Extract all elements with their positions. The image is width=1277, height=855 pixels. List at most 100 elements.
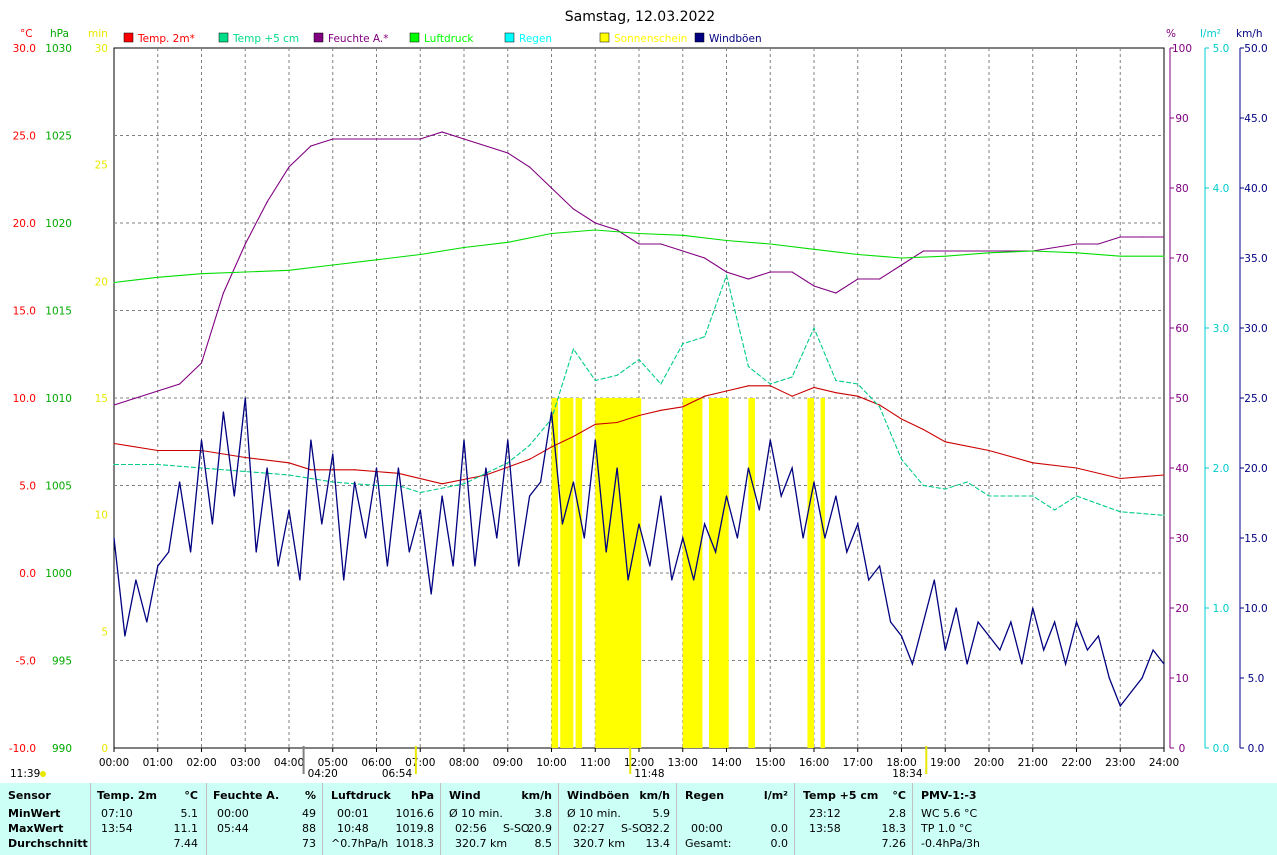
data-point-feuchte-a	[791, 271, 793, 273]
data-point-temp-2m	[1032, 462, 1034, 464]
data-point-windb-en	[879, 565, 881, 567]
rain-max-value: 0.0	[770, 822, 789, 835]
data-point-feuchte-a	[463, 138, 465, 140]
data-point-feuchte-a	[550, 187, 553, 189]
x-tick-label: 01:00	[143, 757, 173, 769]
data-point-windb-en	[725, 495, 728, 497]
data-point-feuchte-a	[1097, 243, 1099, 245]
data-point-windb-en	[594, 439, 596, 441]
data-point-luftdruck	[638, 232, 640, 235]
legend-label: Windböen	[709, 33, 762, 45]
data-point-windb-en	[966, 663, 968, 665]
humidity-tick-label: 90	[1175, 113, 1188, 125]
data-point-windb-en	[649, 565, 651, 567]
rain-total-label: Gesamt:	[685, 837, 732, 850]
x-tick-label: 24:00	[1149, 757, 1179, 769]
x-tick-label: 11:00	[580, 757, 610, 769]
legend: Temp. 2m* Temp +5 cm Feuchte A.* Luftdruck R…	[123, 32, 762, 45]
data-point-feuchte-a	[835, 292, 837, 294]
pressure-tick-label: 1005	[45, 481, 72, 493]
stats-col-temp5cm: Temp +5 cm °C 23:12 2.8 13:58 18.3 7.26	[794, 783, 912, 855]
pressure-tick-label: 1010	[45, 393, 72, 405]
data-point-windb-en	[1119, 705, 1121, 707]
legend-swatch	[504, 32, 515, 43]
data-point-windb-en	[638, 523, 640, 525]
wind-min-label: Ø 10 min.	[449, 807, 503, 820]
t5-min-time: 23:12	[809, 807, 841, 820]
data-point-temp-2m	[791, 395, 793, 397]
data-point-feuchte-a	[616, 229, 618, 231]
data-point-windb-en	[922, 621, 924, 623]
x-tick-label: 18:00	[886, 757, 916, 769]
data-point-windb-en	[835, 495, 837, 497]
wind-axis-unit: km/h	[1236, 28, 1263, 40]
data-point-temp-5-cm	[397, 484, 399, 487]
rain-axis-unit: l/m²	[1200, 28, 1221, 40]
data-point-windb-en	[113, 537, 115, 539]
data-point-temp-5-cm	[1054, 509, 1056, 511]
rain-total-value: 0.0	[770, 837, 789, 850]
stats-header-rain: Regen	[685, 789, 725, 802]
data-point-windb-en	[813, 481, 815, 483]
data-point-temp-5-cm	[157, 463, 159, 466]
data-point-windb-en	[944, 649, 946, 651]
legend-swatch	[218, 32, 229, 43]
data-point-feuchte-a	[529, 166, 531, 168]
wind-max-direction: S-SO	[503, 822, 530, 835]
legend-label: Regen	[519, 33, 552, 45]
data-point-luftdruck	[813, 248, 815, 250]
sunset-label: 18:34	[892, 768, 923, 780]
moon-icon	[40, 771, 46, 777]
x-tick-label: 22:00	[1061, 757, 1091, 769]
data-point-temp-5-cm	[813, 327, 815, 329]
press-min-value: 1016.6	[395, 807, 435, 820]
data-point-windb-en	[1163, 663, 1165, 665]
data-point-windb-en	[572, 481, 574, 483]
data-point-temp-2m	[1075, 467, 1078, 469]
data-point-windb-en	[988, 635, 990, 637]
data-point-feuchte-a	[879, 278, 881, 280]
data-point-temp-5-cm	[244, 470, 246, 473]
pressure-axis-unit: hPa	[50, 28, 69, 40]
wind-avg-value: 8.5	[534, 837, 553, 850]
data-point-temp-2m	[769, 385, 771, 387]
data-point-temp-2m	[200, 449, 203, 452]
data-point-windb-en	[583, 537, 585, 539]
press-trend: ^0.7hPa/h	[331, 837, 389, 850]
stats-unit-temp2m: °C	[184, 789, 198, 802]
data-point-feuchte-a	[266, 201, 268, 203]
data-point-luftdruck	[332, 264, 334, 266]
data-point-temp-2m	[704, 395, 706, 397]
stats-unit-pressure: hPa	[410, 789, 434, 802]
temp2m-avg-value: 7.44	[173, 837, 199, 850]
pressure-tick-label: 990	[52, 743, 72, 755]
data-point-luftdruck	[113, 281, 115, 284]
sunshine-bar	[820, 398, 825, 748]
x-tick-label: 16:00	[799, 757, 829, 769]
data-point-feuchte-a	[638, 243, 640, 245]
humidity-tick-label: 30	[1175, 533, 1188, 545]
x-tick-label: 07:00	[405, 757, 435, 769]
data-point-luftdruck	[725, 239, 728, 242]
wind-distance: 320.7 km	[455, 837, 508, 850]
series-line-temp-5-cm	[114, 273, 1165, 516]
data-point-luftdruck	[1119, 255, 1121, 257]
moon-time-label: 11:39	[10, 768, 40, 780]
data-point-feuchte-a	[419, 138, 421, 140]
sunshine-tick-label: 20	[95, 276, 108, 288]
data-point-windb-en	[1108, 677, 1110, 679]
data-point-feuchte-a	[725, 271, 728, 273]
data-point-windb-en	[1097, 635, 1099, 637]
data-point-luftdruck	[200, 273, 203, 275]
data-point-feuchte-a	[769, 271, 771, 273]
pmv-dewpoint: TP 1.0 °C	[921, 822, 973, 835]
data-point-windb-en	[222, 411, 224, 413]
data-point-feuchte-a	[660, 243, 662, 245]
data-point-temp-2m	[944, 441, 946, 443]
data-point-feuchte-a	[857, 278, 859, 280]
y-axes: 30.025.020.015.010.05.00.0-5.0-10.010301…	[9, 43, 1268, 755]
data-point-windb-en	[550, 411, 553, 413]
data-point-temp-2m	[244, 456, 246, 459]
legend-swatch	[599, 32, 610, 43]
data-point-temp-5-cm	[507, 462, 509, 464]
